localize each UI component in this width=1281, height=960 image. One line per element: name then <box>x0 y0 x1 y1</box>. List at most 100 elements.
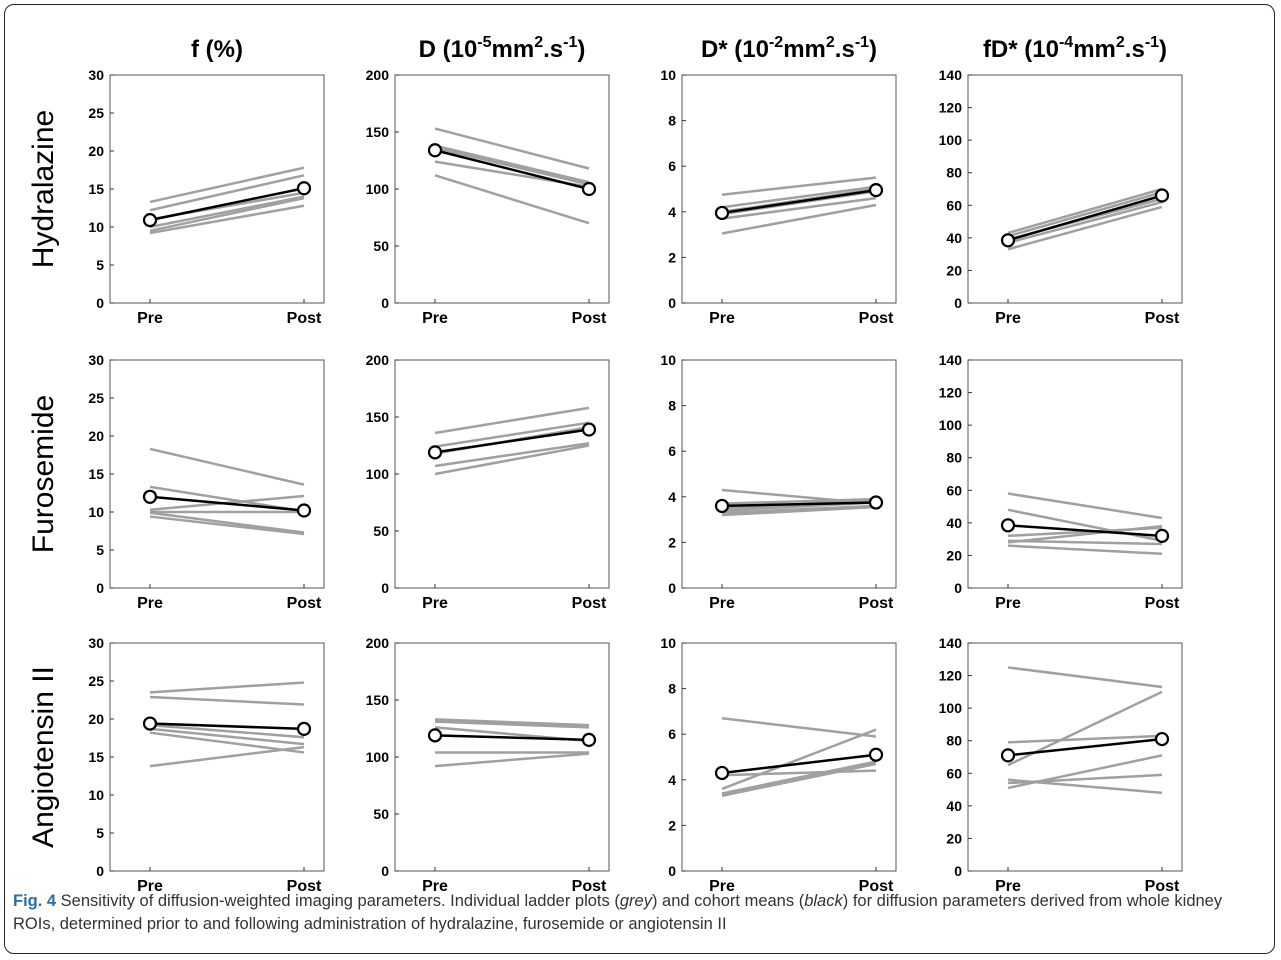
individual-series-line <box>1007 754 1163 790</box>
row-label: Furosemide <box>27 395 60 553</box>
y-tick-label: 5 <box>96 257 104 273</box>
individual-series-line <box>1007 544 1163 556</box>
x-tick-label: Post <box>287 310 322 327</box>
caption-text-1: Sensitivity of diffusion-weighted imagin… <box>56 892 620 910</box>
individual-series-line <box>149 681 305 694</box>
mean-point-post <box>868 495 884 510</box>
y-tick-label: 0 <box>96 580 104 596</box>
y-tick-label: 0 <box>954 863 962 879</box>
x-tick-label: Post <box>1145 310 1180 327</box>
mean-point-post <box>581 732 597 748</box>
caption-grey: grey <box>619 892 652 910</box>
y-tick-label: 100 <box>366 181 390 197</box>
mean-point-post <box>1154 731 1170 747</box>
y-tick-label: 100 <box>939 132 963 148</box>
y-tick-label: 15 <box>88 749 104 765</box>
y-tick-label: 140 <box>939 67 963 83</box>
figure-frame: f (%) D (10-5mm2.s-1) D* (10-2mm2.s-1) fD* … <box>4 4 1275 954</box>
mean-point-post <box>581 181 597 197</box>
x-tick-label: Pre <box>995 878 1021 895</box>
y-tick-label: 4 <box>668 204 676 220</box>
y-tick-label: 20 <box>88 143 104 159</box>
mean-series-line <box>434 428 590 454</box>
y-tick-label: 10 <box>88 787 104 803</box>
y-tick-label: 25 <box>88 105 104 121</box>
chart-panel: 0 50 100 150 200 Pre Post <box>366 635 610 895</box>
plot-area <box>394 359 610 589</box>
individual-series-line <box>149 695 305 706</box>
individual-series-line <box>721 185 877 209</box>
x-tick-label: Pre <box>995 595 1021 612</box>
x-tick-label: Post <box>287 595 322 612</box>
y-tick-label: 0 <box>668 580 676 596</box>
y-tick-label: 0 <box>381 295 389 311</box>
y-tick-label: 100 <box>939 700 963 716</box>
mean-series-line <box>721 188 877 215</box>
individual-series-line <box>721 760 877 795</box>
individual-series-line <box>1007 666 1163 689</box>
y-tick-label: 50 <box>373 238 389 254</box>
plot-area <box>681 359 897 589</box>
y-tick-label: 2 <box>668 249 676 265</box>
individual-series-line <box>149 745 305 768</box>
y-tick-label: 4 <box>668 772 676 788</box>
y-tick-label: 0 <box>954 580 962 596</box>
x-tick-label: Post <box>572 595 607 612</box>
individual-series-line <box>1007 524 1163 544</box>
individual-series-line <box>434 718 590 727</box>
y-tick-label: 0 <box>381 580 389 596</box>
y-tick-label: 120 <box>939 100 963 116</box>
y-tick-label: 4 <box>668 489 676 505</box>
x-tick-label: Post <box>1145 878 1180 895</box>
y-tick-label: 2 <box>668 817 676 833</box>
x-tick-label: Pre <box>709 310 735 327</box>
individual-series-line <box>1007 200 1163 244</box>
x-tick-label: Post <box>859 595 894 612</box>
y-tick-label: 150 <box>366 692 390 708</box>
figure-caption: Fig. 4 Sensitivity of diffusion-weighted… <box>13 890 1268 936</box>
y-tick-label: 40 <box>946 515 962 531</box>
x-tick-label: Pre <box>422 878 448 895</box>
individual-series-line <box>434 146 590 186</box>
mean-series-line <box>434 734 590 742</box>
mean-point-pre <box>1000 233 1016 248</box>
chart-panel: 0 2 4 6 8 10 Pre Post <box>660 635 897 895</box>
plot-area <box>394 74 610 304</box>
y-tick-label: 150 <box>366 124 390 140</box>
y-tick-label: 60 <box>946 765 962 781</box>
y-tick-label: 8 <box>668 681 676 697</box>
chart-panel: 0 50 100 150 200 Pre Post <box>366 67 610 327</box>
x-tick-label: Post <box>859 310 894 327</box>
individual-series-line <box>149 511 305 534</box>
x-tick-label: Pre <box>709 595 735 612</box>
plot-area <box>394 642 610 872</box>
x-tick-label: Post <box>572 310 607 327</box>
y-tick-label: 140 <box>939 352 963 368</box>
mean-point-post <box>868 747 884 762</box>
chart-panel: 0 5 10 15 20 25 30 Pre Post <box>88 67 325 327</box>
y-tick-label: 20 <box>946 830 962 846</box>
individual-series-line <box>149 204 305 235</box>
individual-series-line <box>434 720 590 729</box>
individual-series-line <box>721 497 877 505</box>
column-title: f (%) <box>191 36 243 63</box>
y-tick-label: 20 <box>88 428 104 444</box>
caption-label: Fig. 4 <box>13 892 57 910</box>
y-tick-label: 200 <box>366 635 390 651</box>
y-tick-label: 120 <box>939 668 963 684</box>
individual-series-line <box>1007 539 1163 546</box>
x-tick-label: Post <box>859 878 894 895</box>
y-tick-label: 30 <box>88 67 104 83</box>
caption-black: black <box>804 892 843 910</box>
x-tick-label: Pre <box>709 878 735 895</box>
column-title: fD* (10-4mm2.s-1) <box>983 34 1167 63</box>
y-tick-label: 200 <box>366 352 390 368</box>
caption-text-3: ) for diffusion parameters derived from … <box>13 892 1223 933</box>
mean-point-pre <box>714 205 730 221</box>
mean-series-line <box>721 753 877 775</box>
individual-series-line <box>149 174 305 212</box>
mean-series-line <box>149 495 305 512</box>
chart-panel: 0 20 40 60 80 100 120 140 Pre Post <box>939 67 1183 327</box>
y-tick-label: 20 <box>88 711 104 727</box>
individual-series-line <box>721 769 877 777</box>
